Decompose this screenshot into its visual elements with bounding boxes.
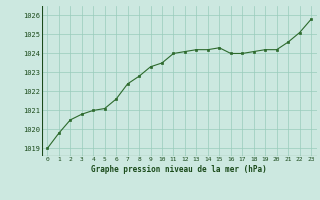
X-axis label: Graphe pression niveau de la mer (hPa): Graphe pression niveau de la mer (hPa): [91, 165, 267, 174]
